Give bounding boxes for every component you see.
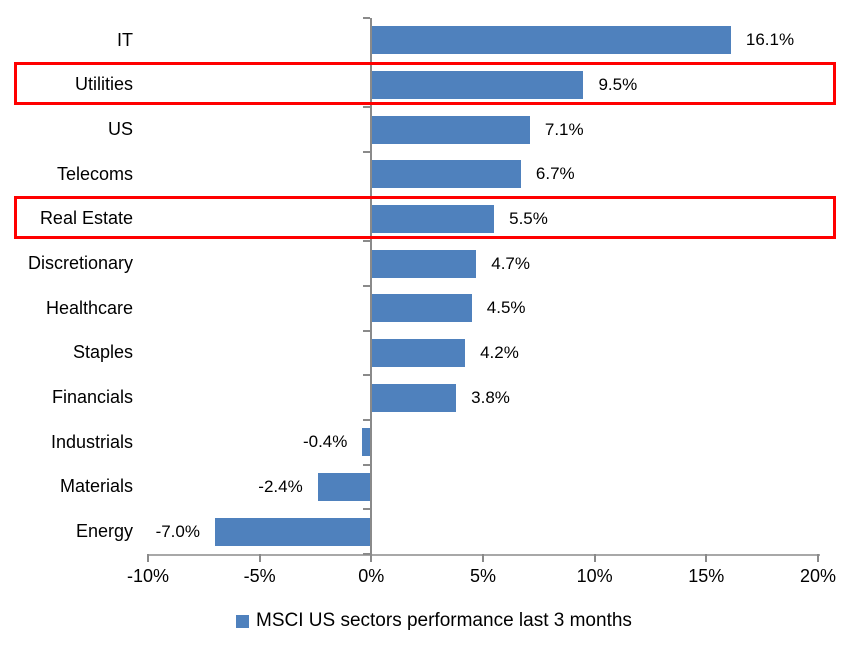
x-axis-tick-label: -10% bbox=[126, 566, 169, 586]
y-axis-tick bbox=[363, 151, 371, 153]
value-label: 7.1% bbox=[544, 119, 584, 139]
bar bbox=[362, 428, 372, 457]
category-label: US bbox=[107, 119, 133, 140]
y-axis-tick bbox=[363, 240, 371, 243]
value-label: 4.5% bbox=[486, 298, 526, 318]
y-axis-tick bbox=[363, 419, 371, 421]
x-axis-line bbox=[148, 554, 820, 556]
legend-label: MSCI US sectors performance last 3 month… bbox=[256, 610, 632, 631]
value-label: 9.5% bbox=[598, 75, 638, 94]
y-axis-tick bbox=[363, 463, 371, 466]
bar bbox=[371, 294, 472, 323]
x-axis-tick-label: 20% bbox=[799, 566, 836, 586]
bar bbox=[317, 473, 372, 501]
category-label: Energy bbox=[75, 521, 133, 542]
value-label: 16.1% bbox=[745, 30, 795, 50]
value-label: -7.0% bbox=[155, 521, 200, 541]
category-label: Utilities bbox=[74, 74, 133, 95]
category-label: Healthcare bbox=[45, 297, 133, 318]
y-axis-tick bbox=[363, 329, 371, 332]
y-axis-tick bbox=[363, 17, 371, 19]
category-label: IT bbox=[117, 29, 133, 50]
y-axis-tick bbox=[363, 106, 371, 109]
value-label: 5.5% bbox=[509, 209, 548, 228]
x-axis-tick-label: -5% bbox=[243, 566, 276, 586]
y-axis-tick bbox=[363, 508, 371, 511]
bar bbox=[371, 205, 495, 233]
bar bbox=[371, 339, 466, 367]
bar bbox=[371, 115, 530, 144]
bar bbox=[371, 383, 457, 412]
category-label: Materials bbox=[59, 476, 133, 497]
category-label: Staples bbox=[72, 342, 133, 363]
x-axis-tick bbox=[370, 554, 373, 562]
legend-swatch bbox=[236, 614, 249, 628]
value-label: 6.7% bbox=[535, 164, 575, 184]
y-axis-line bbox=[370, 18, 373, 556]
category-label: Industrials bbox=[50, 431, 133, 452]
x-axis-tick bbox=[593, 554, 596, 562]
x-axis-tick-label: 5% bbox=[469, 566, 496, 586]
x-axis-tick bbox=[146, 554, 149, 562]
bar bbox=[371, 160, 521, 189]
category-label: Discretionary bbox=[27, 253, 133, 274]
value-label: 4.7% bbox=[491, 253, 530, 273]
category-label: Real Estate bbox=[39, 208, 133, 229]
value-label: 4.2% bbox=[480, 343, 519, 362]
x-axis-tick bbox=[705, 554, 708, 562]
y-axis-tick bbox=[363, 285, 371, 287]
highlight-box bbox=[14, 61, 836, 105]
category-label: Telecoms bbox=[56, 163, 133, 184]
bar bbox=[214, 517, 372, 546]
x-axis-tick-label: 10% bbox=[576, 566, 613, 586]
legend: MSCI US sectors performance last 3 month… bbox=[236, 610, 632, 632]
x-axis-tick-label: 15% bbox=[688, 566, 725, 586]
value-label: 3.8% bbox=[471, 387, 510, 407]
category-label: Financials bbox=[51, 387, 133, 408]
x-axis-tick bbox=[816, 554, 819, 562]
bar bbox=[371, 26, 731, 55]
bar bbox=[371, 71, 584, 99]
y-axis-tick bbox=[363, 553, 371, 555]
bar bbox=[371, 249, 477, 278]
x-axis-tick bbox=[481, 554, 484, 562]
y-axis-tick bbox=[363, 374, 371, 377]
value-label: -2.4% bbox=[258, 477, 303, 496]
highlight-box bbox=[14, 195, 836, 239]
value-label: -0.4% bbox=[302, 432, 348, 452]
x-axis-tick bbox=[258, 554, 261, 562]
x-axis-tick-label: 0% bbox=[358, 566, 385, 586]
